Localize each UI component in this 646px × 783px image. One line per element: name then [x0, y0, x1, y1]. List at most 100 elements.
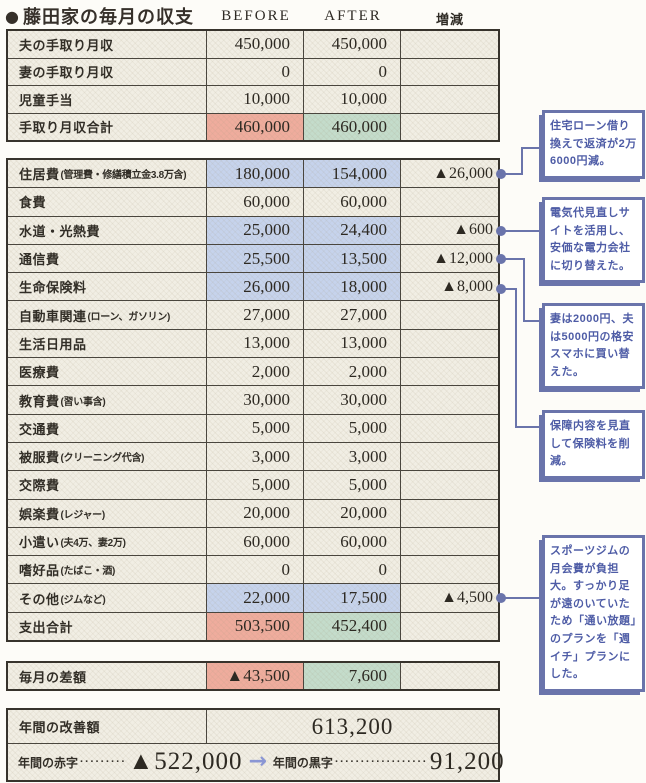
before-value: 13,000: [207, 329, 303, 358]
leader-dots: ··················: [334, 756, 428, 768]
after-value: 7,600: [304, 663, 400, 689]
after-value: 3,000: [304, 442, 400, 471]
after-value: 154,000: [304, 160, 400, 188]
after-value: 0: [304, 556, 400, 584]
diff-value: [401, 358, 498, 386]
before-value: 27,000: [207, 301, 303, 329]
annual-improvement-value: 613,200: [207, 710, 498, 743]
column-header-before: BEFORE: [221, 8, 291, 24]
before-value: 25,500: [207, 244, 303, 273]
row-label: 小遣い (夫4万、妻2万): [8, 527, 206, 556]
before-value: 22,000: [207, 584, 303, 612]
after-value: 450,000: [304, 31, 400, 58]
row-label: 交通費: [8, 414, 206, 442]
callout-housing-loan: 住宅ローン借り換えで返済が2万6000円減。: [542, 110, 645, 179]
connector-line: [521, 147, 523, 175]
before-value: 460,000: [207, 113, 303, 140]
after-value: 460,000: [304, 113, 400, 140]
before-value: 30,000: [207, 386, 303, 414]
diff-value: ▲12,000: [401, 244, 498, 273]
income-table: 夫の手取り月収 450,000 450,000 妻の手取り月収 0 0 児童手当 10,000…: [6, 29, 500, 142]
before-value: 0: [207, 556, 303, 584]
before-value: 450,000: [207, 31, 303, 58]
row-label: 水道・光熱費: [8, 216, 206, 244]
diff-value: [401, 301, 498, 329]
right-arrow-icon: →: [248, 749, 267, 774]
row-label: その他 (ジムなど): [8, 584, 206, 612]
before-value: 20,000: [207, 499, 303, 527]
after-value: 27,000: [304, 301, 400, 329]
row-label: 生活日用品: [8, 329, 206, 358]
before-value: 180,000: [207, 160, 303, 188]
row-label: 自動車関連 (ローン、ガソリン): [8, 301, 206, 329]
diff-value: [401, 31, 498, 58]
diff-value: ▲600: [401, 216, 498, 244]
row-label: 毎月の差額: [8, 663, 206, 689]
before-value: 5,000: [207, 414, 303, 442]
after-value: 20,000: [304, 499, 400, 527]
annual-summary-row: 年間の赤字 ········· ▲522,000 → 年間の黒字 ·······…: [8, 744, 504, 780]
after-value: 18,000: [304, 273, 400, 301]
annual-deficit-label: 年間の赤字: [18, 755, 79, 770]
row-label: 夫の手取り月収: [8, 31, 206, 58]
diff-value: [401, 58, 498, 85]
diff-value: ▲4,500: [401, 584, 498, 612]
connector-line: [501, 288, 517, 290]
column-header-diff: 増減: [435, 12, 464, 27]
after-value: 30,000: [304, 386, 400, 414]
connector-line: [501, 230, 543, 232]
after-value: 2,000: [304, 358, 400, 386]
row-label: 娯楽費 (レジャー): [8, 499, 206, 527]
before-value: ▲43,500: [207, 663, 303, 689]
annual-table: 年間の改善額 613,200 年間の赤字 ········· ▲522,000 …: [6, 708, 504, 782]
row-label: 医療費: [8, 358, 206, 386]
leader-dots: ·········: [80, 756, 127, 768]
connector-line: [523, 258, 525, 322]
row-label: 住居費 (管理費・修繕積立金3.8万含): [8, 160, 206, 188]
diff-value: [401, 188, 498, 216]
after-value: 24,400: [304, 216, 400, 244]
callout-gym: スポーツジムの月会費が負担大。すっかり足が遠のいていたため「通い放題」のプランを…: [542, 535, 645, 692]
diff-value: [401, 556, 498, 584]
diff-value: [401, 499, 498, 527]
after-value: 13,500: [304, 244, 400, 273]
before-value: 60,000: [207, 527, 303, 556]
row-label: 嗜好品 (たばこ・酒): [8, 556, 206, 584]
connector-line: [523, 320, 543, 322]
diff-value: [401, 113, 498, 140]
diff-value: ▲8,000: [401, 273, 498, 301]
callout-insurance: 保障内容を見直して保険料を削減。: [542, 410, 645, 479]
annual-surplus-label: 年間の黒字: [272, 755, 333, 770]
diff-value: [401, 471, 498, 499]
callout-cheap-smartphone: 妻は2000円、夫は5000円の格安スマホに買い替えた。: [542, 303, 645, 390]
diff-value: ▲26,000: [401, 160, 498, 188]
after-value: 17,500: [304, 584, 400, 612]
connector-line: [501, 597, 543, 599]
after-value: 0: [304, 58, 400, 85]
diff-value: [401, 663, 498, 689]
connector-line: [521, 147, 543, 149]
before-value: 503,500: [207, 612, 303, 641]
after-value: 60,000: [304, 527, 400, 556]
before-value: 2,000: [207, 358, 303, 386]
connector-line: [501, 173, 523, 175]
page-title: ● 藤田家の毎月の収支: [5, 3, 194, 29]
row-label: 手取り月収合計: [8, 113, 206, 140]
row-label: 通信費: [8, 244, 206, 273]
row-label: 妻の手取り月収: [8, 58, 206, 85]
before-value: 3,000: [207, 442, 303, 471]
diff-value: [401, 414, 498, 442]
before-value: 5,000: [207, 471, 303, 499]
before-value: 26,000: [207, 273, 303, 301]
annual-surplus-value: 91,200: [429, 748, 505, 775]
diff-value: [401, 612, 498, 641]
annual-deficit-value: ▲522,000: [128, 748, 243, 775]
row-label: 食費: [8, 188, 206, 216]
page-title-text: 藤田家の毎月の収支: [22, 7, 194, 27]
connector-line: [515, 288, 517, 428]
diff-value: [401, 527, 498, 556]
before-value: 0: [207, 58, 303, 85]
connector-line: [515, 426, 543, 428]
row-label: 支出合計: [8, 612, 206, 641]
after-value: 5,000: [304, 471, 400, 499]
